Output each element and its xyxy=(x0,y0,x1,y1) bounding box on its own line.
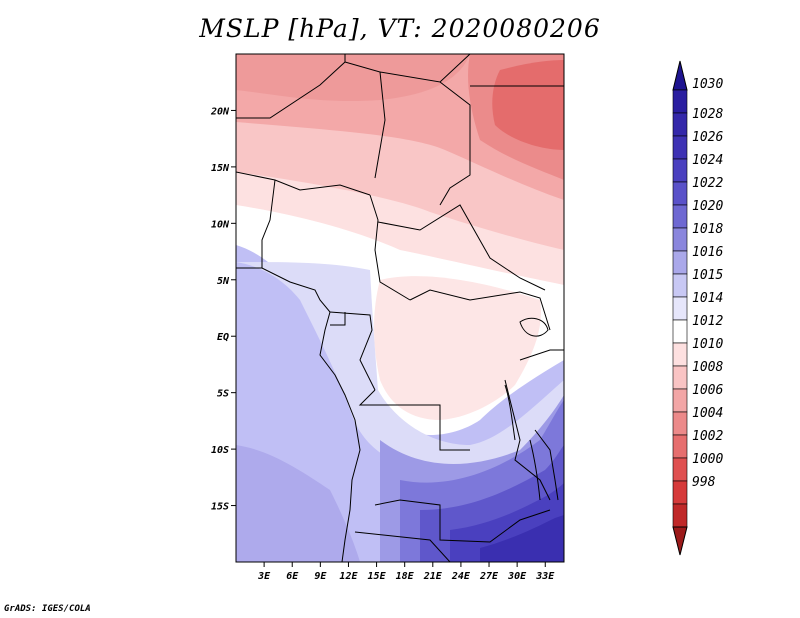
colorbar-swatch xyxy=(673,458,687,481)
pressure-field xyxy=(236,54,564,562)
lon-tick-label: 9E xyxy=(314,571,327,582)
colorbar-swatch xyxy=(673,90,687,113)
colorbar-swatch xyxy=(673,504,687,527)
colorbar-swatch xyxy=(673,251,687,274)
colorbar-swatch xyxy=(673,481,687,504)
lat-tick-label: 15S xyxy=(211,502,229,513)
lon-tick-label: 6E xyxy=(286,571,299,582)
colorbar-swatch xyxy=(673,389,687,412)
colorbar-label: 1002 xyxy=(692,429,723,444)
lon-tick-label: 12E xyxy=(339,571,358,582)
colorbar-swatch xyxy=(673,182,687,205)
grads-credit: GrADS: IGES/COLA xyxy=(4,604,91,614)
lon-tick-label: 3E xyxy=(257,571,271,582)
colorbar-label: 1018 xyxy=(692,222,723,237)
lat-tick-label: 5S xyxy=(217,389,229,400)
colorbar-label: 1000 xyxy=(692,452,723,467)
map-figure: 3E 6E 9E 12E 15E 18E 21E 24E 27E 30E 33E 20N 15N 10N… xyxy=(0,0,800,618)
colorbar-label: 1015 xyxy=(692,268,723,283)
colorbar-label: 1004 xyxy=(692,406,723,421)
lon-tick-label: 30E xyxy=(507,571,527,582)
colorbar-swatch xyxy=(673,136,687,159)
colorbar-label: 1028 xyxy=(692,107,723,122)
colorbar-swatch xyxy=(673,113,687,136)
colorbar: 1030 1028 1026 1024 1022 1020 1018 1016 1015 1014… xyxy=(673,61,723,555)
colorbar-label: 1024 xyxy=(692,153,723,168)
colorbar-label: 1012 xyxy=(692,314,723,329)
lon-tick-label: 15E xyxy=(368,571,387,582)
colorbar-label: 1026 xyxy=(692,130,723,145)
lat-tick-label: 20N xyxy=(210,106,230,117)
colorbar-swatch xyxy=(673,343,687,366)
longitude-axis: 3E 6E 9E 12E 15E 18E 21E 24E 27E 30E 33E xyxy=(257,562,555,582)
colorbar-min-arrow xyxy=(673,527,687,555)
colorbar-label: 1030 xyxy=(692,77,723,92)
latitude-axis: 20N 15N 10N 5N EQ 5S 10S 15S xyxy=(210,106,236,512)
lon-tick-label: 21E xyxy=(423,571,443,582)
colorbar-swatch xyxy=(673,228,687,251)
colorbar-label: 1014 xyxy=(692,291,723,306)
colorbar-swatch xyxy=(673,274,687,297)
lon-tick-label: 33E xyxy=(535,571,555,582)
colorbar-swatch xyxy=(673,159,687,182)
lat-tick-label: EQ xyxy=(217,332,229,343)
colorbar-swatch xyxy=(673,297,687,320)
colorbar-label: 1008 xyxy=(692,360,723,375)
colorbar-swatch xyxy=(673,205,687,228)
colorbar-label: 1016 xyxy=(692,245,723,260)
lon-tick-label: 27E xyxy=(479,571,499,582)
colorbar-label: 1022 xyxy=(692,176,723,191)
lat-tick-label: 15N xyxy=(211,163,230,174)
colorbar-swatch xyxy=(673,366,687,389)
colorbar-max-arrow xyxy=(673,61,687,90)
lat-tick-label: 5N xyxy=(217,276,230,287)
lon-tick-label: 18E xyxy=(396,571,415,582)
colorbar-label: 998 xyxy=(692,475,716,490)
lat-tick-label: 10S xyxy=(211,445,229,456)
colorbar-label: 1010 xyxy=(692,337,723,352)
colorbar-swatch xyxy=(673,435,687,458)
lon-tick-label: 24E xyxy=(451,571,471,582)
lat-tick-label: 10N xyxy=(211,219,230,230)
colorbar-label: 1020 xyxy=(692,199,723,214)
colorbar-swatch xyxy=(673,412,687,435)
colorbar-swatch xyxy=(673,320,687,343)
colorbar-label: 1006 xyxy=(692,383,723,398)
